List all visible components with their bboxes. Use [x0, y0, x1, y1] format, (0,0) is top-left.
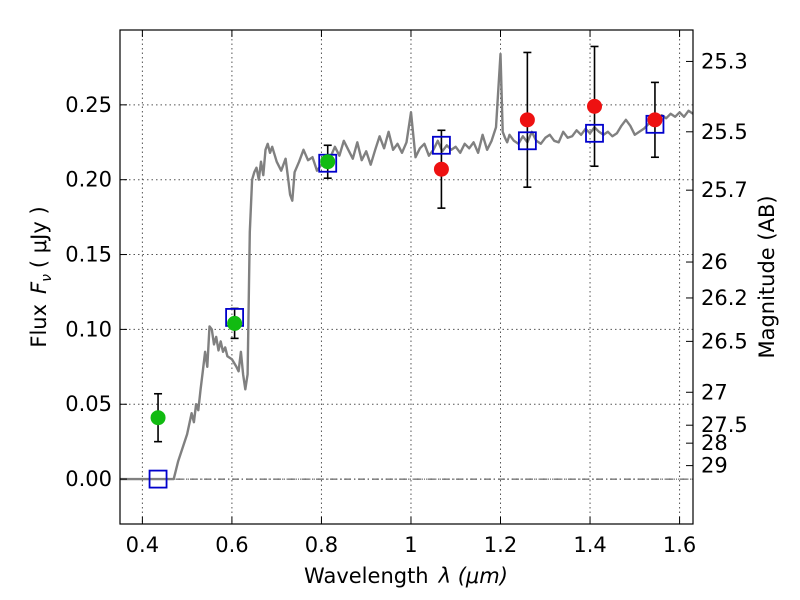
x-tick-label: 1 [404, 533, 417, 557]
y-tick-label: 0.00 [65, 467, 112, 491]
grid-layer [120, 30, 693, 524]
model-photometry-square [517, 131, 537, 151]
magnitude-tick-label: 25.7 [701, 178, 748, 202]
model-photometry-square [148, 469, 168, 489]
y-axis-ticks: 0.00 0.05 0.10 0.15 0.20 0.25 [65, 93, 127, 491]
red-photometry-point [647, 112, 663, 128]
magnitude-tick-label: 26.5 [701, 329, 748, 353]
model-photometry-square [585, 123, 604, 143]
y-axis-label: FluxFν( μJy ) [27, 206, 55, 347]
magnitude-tick-label: 25.3 [701, 49, 748, 73]
x-tick-label: 1.4 [573, 533, 606, 557]
x-tick-label: 0.8 [305, 533, 338, 557]
magnitude-axis-label: Magnitude (AB) [755, 195, 779, 358]
magnitude-tick-label: 29 [701, 454, 728, 478]
magnitude-tick-label: 26.2 [701, 286, 748, 310]
marker-layer [148, 98, 665, 489]
green-photometry-point [320, 154, 336, 170]
red-photometry-point [519, 112, 535, 128]
magnitude-tick-label: 25.5 [701, 120, 748, 144]
model-spectrum-line [120, 52, 693, 481]
y-tick-label: 0.25 [65, 93, 112, 117]
y-tick-label: 0.20 [65, 168, 112, 192]
x-axis-label: Wavelength λ (μm) [304, 564, 508, 588]
model-photometry-square [432, 135, 451, 155]
magnitude-tick-label: 27.5 [701, 413, 748, 437]
plot-frame [119, 29, 694, 525]
x-axis-ticks: 0.4 0.6 0.8 1 1.2 1.4 1.6 [126, 30, 696, 557]
x-tick-label: 1.2 [484, 533, 517, 557]
y-tick-label: 0.15 [65, 243, 112, 267]
green-photometry-point [150, 410, 166, 426]
x-tick-label: 0.6 [215, 533, 248, 557]
magnitude-tick-label: 28 [701, 431, 728, 455]
x-tick-label: 1.6 [663, 533, 696, 557]
red-photometry-point [587, 98, 603, 114]
y-tick-label: 0.10 [65, 317, 112, 341]
magnitude-tick-label: 26 [701, 250, 728, 274]
spectrum-layer [120, 52, 693, 481]
magnitude-tick-label: 27 [701, 380, 728, 404]
red-photometry-point [433, 161, 449, 177]
plot-area [120, 45, 693, 489]
errorbar-layer [154, 45, 659, 443]
green-photometry-point [227, 315, 243, 331]
x-tick-label: 0.4 [126, 533, 159, 557]
y-tick-label: 0.05 [65, 392, 112, 416]
